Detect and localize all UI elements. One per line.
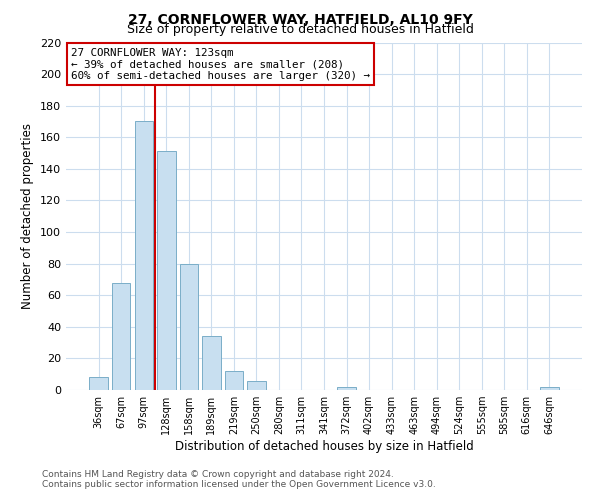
Text: 27, CORNFLOWER WAY, HATFIELD, AL10 9FY: 27, CORNFLOWER WAY, HATFIELD, AL10 9FY	[128, 12, 472, 26]
Y-axis label: Number of detached properties: Number of detached properties	[22, 123, 34, 309]
Bar	[247, 380, 266, 390]
Text: 27 CORNFLOWER WAY: 123sqm
← 39% of detached houses are smaller (208)
60% of semi: 27 CORNFLOWER WAY: 123sqm ← 39% of detac…	[71, 48, 370, 81]
Bar	[202, 336, 221, 390]
Bar	[112, 282, 130, 390]
Text: Size of property relative to detached houses in Hatfield: Size of property relative to detached ho…	[127, 22, 473, 36]
X-axis label: Distribution of detached houses by size in Hatfield: Distribution of detached houses by size …	[175, 440, 473, 453]
Text: Contains HM Land Registry data © Crown copyright and database right 2024.
Contai: Contains HM Land Registry data © Crown c…	[42, 470, 436, 489]
Bar	[224, 371, 243, 390]
Bar	[540, 387, 559, 390]
Bar	[134, 122, 153, 390]
Bar	[89, 378, 108, 390]
Bar	[179, 264, 198, 390]
Bar	[337, 387, 356, 390]
Bar	[157, 152, 176, 390]
